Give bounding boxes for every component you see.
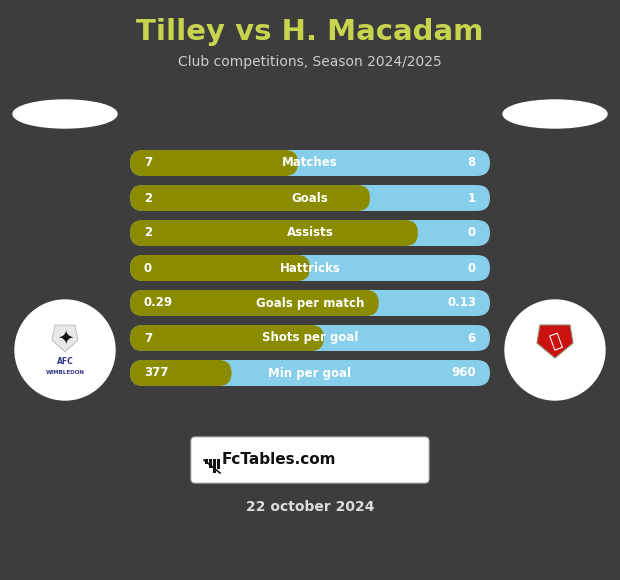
Text: Goals per match: Goals per match — [256, 296, 364, 310]
Text: 2: 2 — [144, 227, 152, 240]
FancyBboxPatch shape — [130, 185, 490, 211]
FancyBboxPatch shape — [130, 325, 490, 351]
Text: 7: 7 — [144, 332, 152, 345]
Text: FcTables.com: FcTables.com — [222, 451, 337, 466]
Text: ✦: ✦ — [57, 328, 73, 347]
FancyBboxPatch shape — [130, 255, 310, 281]
Text: 7: 7 — [144, 157, 152, 169]
Text: 〜: 〜 — [547, 332, 563, 352]
Text: 0: 0 — [468, 262, 476, 274]
FancyBboxPatch shape — [191, 437, 429, 483]
Ellipse shape — [13, 100, 117, 128]
FancyBboxPatch shape — [130, 290, 379, 316]
Text: Matches: Matches — [282, 157, 338, 169]
Polygon shape — [537, 325, 573, 358]
Text: Assists: Assists — [286, 227, 334, 240]
FancyBboxPatch shape — [130, 255, 490, 281]
Text: Goals: Goals — [291, 191, 329, 205]
Circle shape — [15, 300, 115, 400]
Text: Tilley vs H. Macadam: Tilley vs H. Macadam — [136, 18, 484, 46]
Text: AFC: AFC — [56, 357, 73, 367]
Bar — [217, 459, 220, 469]
FancyBboxPatch shape — [130, 325, 324, 351]
FancyBboxPatch shape — [130, 150, 490, 176]
FancyBboxPatch shape — [130, 150, 298, 176]
FancyBboxPatch shape — [130, 220, 490, 246]
Bar — [213, 459, 216, 473]
Text: 1: 1 — [468, 191, 476, 205]
Text: 377: 377 — [144, 367, 169, 379]
FancyBboxPatch shape — [130, 290, 490, 316]
Text: 0: 0 — [144, 262, 152, 274]
Text: 0.13: 0.13 — [447, 296, 476, 310]
Text: 960: 960 — [451, 367, 476, 379]
FancyBboxPatch shape — [130, 360, 490, 386]
Circle shape — [505, 300, 605, 400]
Text: 2: 2 — [144, 191, 152, 205]
Text: WIMBLEDON: WIMBLEDON — [45, 369, 84, 375]
FancyBboxPatch shape — [130, 185, 370, 211]
Text: 8: 8 — [467, 157, 476, 169]
Text: Club competitions, Season 2024/2025: Club competitions, Season 2024/2025 — [178, 55, 442, 69]
Polygon shape — [52, 325, 78, 352]
Text: 0.29: 0.29 — [144, 296, 173, 310]
Text: Hattricks: Hattricks — [280, 262, 340, 274]
Text: Min per goal: Min per goal — [268, 367, 352, 379]
Text: 22 october 2024: 22 october 2024 — [246, 500, 374, 514]
Ellipse shape — [503, 100, 607, 128]
Text: 6: 6 — [467, 332, 476, 345]
Bar — [205, 459, 208, 464]
Text: 0: 0 — [468, 227, 476, 240]
FancyBboxPatch shape — [130, 360, 232, 386]
Bar — [209, 459, 212, 468]
FancyBboxPatch shape — [130, 220, 418, 246]
Text: Shots per goal: Shots per goal — [262, 332, 358, 345]
